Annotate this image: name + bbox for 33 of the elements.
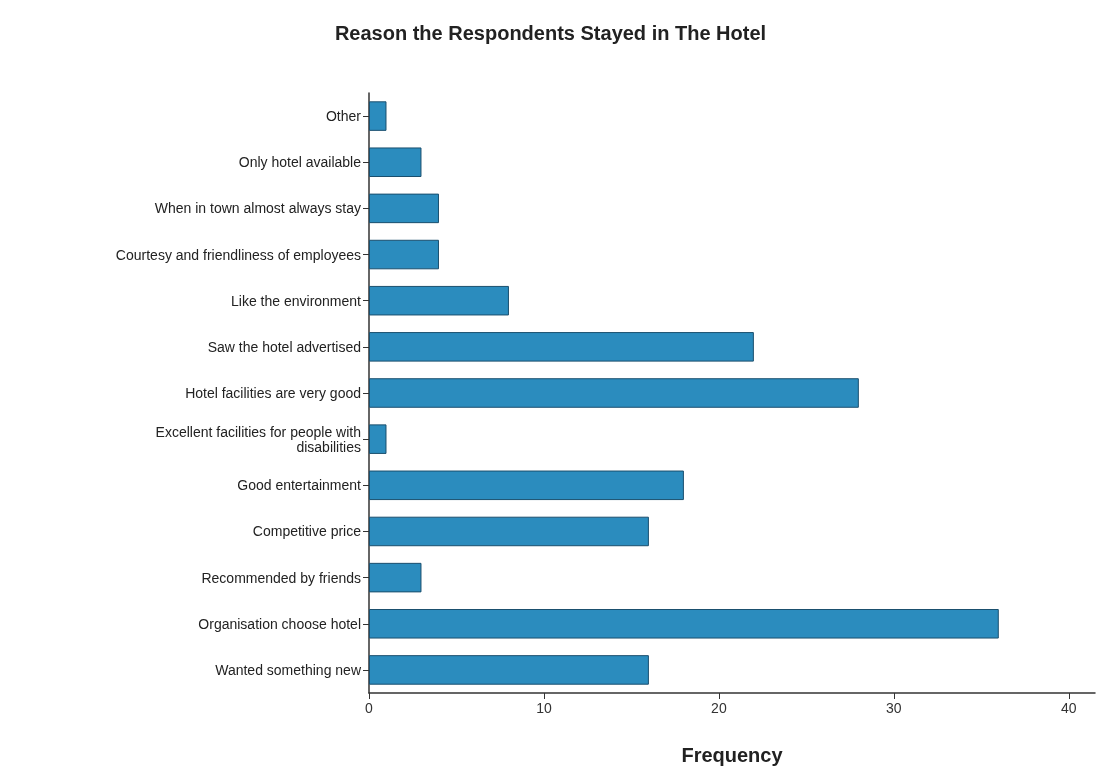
x-axis-title: Frequency bbox=[681, 744, 784, 766]
x-tick-label: 10 bbox=[536, 700, 552, 716]
y-tick-label: Other bbox=[325, 108, 362, 125]
y-tick-label: Courtesy and friendliness of employees bbox=[115, 246, 361, 263]
bar bbox=[369, 239, 439, 270]
y-tick-label: Saw the hotel advertised bbox=[207, 338, 361, 355]
x-tick-label: 0 bbox=[365, 700, 374, 716]
bar bbox=[369, 332, 754, 362]
bar bbox=[369, 655, 649, 685]
x-tick-label: 40 bbox=[1060, 700, 1077, 716]
y-tick-label: Hotel facilities are very good bbox=[185, 385, 361, 401]
y-tick-label: Like the environment bbox=[231, 292, 362, 309]
bar bbox=[369, 147, 422, 177]
y-tick-label: Only hotel available bbox=[238, 154, 362, 171]
y-tick-label: Organisation choose hotel bbox=[198, 615, 361, 632]
bar bbox=[369, 378, 859, 408]
bar bbox=[369, 285, 509, 316]
bar bbox=[369, 424, 387, 454]
y-tick-label: Wanted something new bbox=[215, 661, 362, 678]
x-tick-label: 30 bbox=[886, 700, 902, 716]
bar bbox=[369, 470, 684, 501]
chart-title: Reason the Respondents Stayed in The Hotel bbox=[334, 22, 767, 44]
x-tick-label: 20 bbox=[711, 700, 727, 716]
y-tick-label: Excellent facilities for people with disabilities bbox=[155, 423, 361, 455]
bar bbox=[369, 562, 422, 593]
bar bbox=[369, 516, 649, 547]
y-tick-label: When in town almost always stay bbox=[154, 200, 361, 217]
bar bbox=[369, 193, 439, 224]
y-tick-label: Recommended by friends bbox=[201, 569, 361, 586]
bar bbox=[369, 101, 387, 131]
y-tick-label: Good entertainment bbox=[237, 477, 362, 494]
bar bbox=[369, 609, 999, 639]
y-tick-label: Competitive price bbox=[252, 523, 362, 540]
